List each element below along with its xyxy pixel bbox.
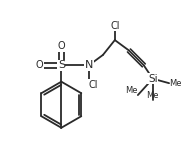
Text: O: O — [57, 41, 65, 51]
Text: Me: Me — [125, 86, 138, 95]
Text: Cl: Cl — [89, 80, 98, 90]
Text: Si: Si — [148, 74, 158, 84]
Text: Me: Me — [146, 90, 159, 99]
Text: Me: Me — [169, 79, 182, 88]
Text: S: S — [58, 60, 65, 70]
Text: Cl: Cl — [110, 21, 120, 31]
Text: O: O — [36, 60, 44, 70]
Text: N: N — [85, 60, 93, 70]
